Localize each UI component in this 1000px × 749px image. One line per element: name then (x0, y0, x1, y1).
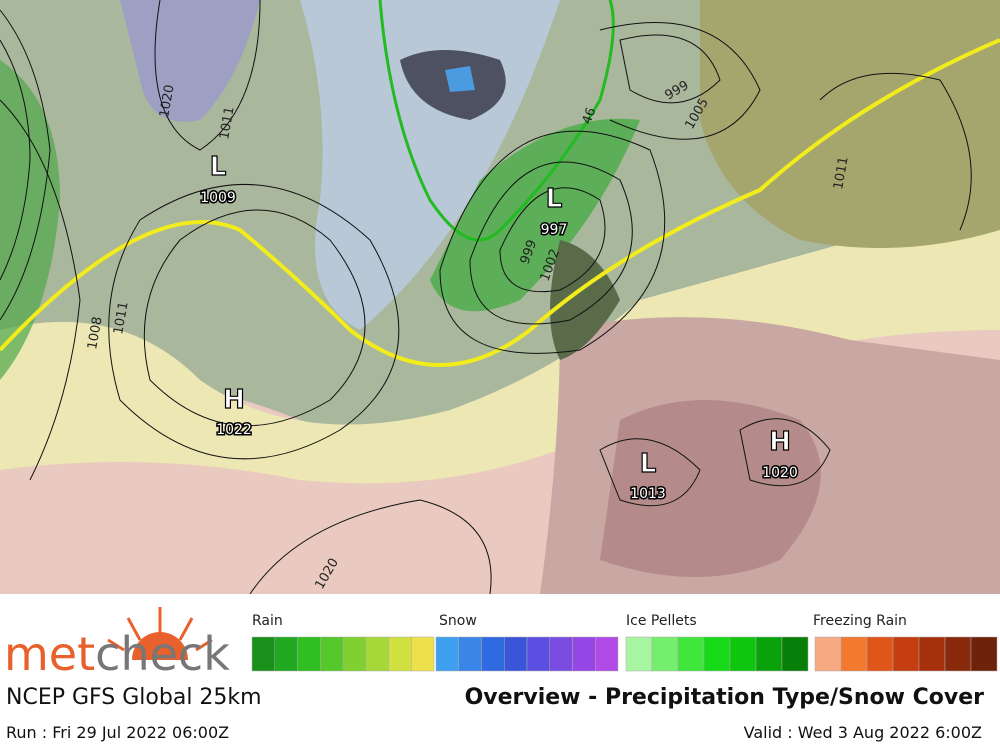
legend-label: Ice Pellets (626, 613, 697, 629)
legend-swatch (526, 636, 550, 672)
center-pressure: 1013 (630, 486, 666, 502)
isobar-label: 1011 (831, 155, 852, 190)
chart-title: Overview - Precipitation Type/Snow Cover (465, 685, 985, 710)
legend-swatch (435, 636, 459, 672)
legend-swatch (411, 636, 435, 672)
logo-part: met (4, 627, 95, 681)
center-pressure: 997 (541, 222, 568, 238)
legend-swatch (866, 636, 894, 672)
isobar-label: 1008 (85, 315, 106, 350)
center-symbol: H (769, 427, 791, 457)
run-time: Run : Fri 29 Jul 2022 06:00Z (6, 723, 229, 742)
legend-swatch (297, 636, 321, 672)
legend-swatch (549, 636, 573, 672)
legend-swatch (677, 636, 705, 672)
center-pressure: 1009 (200, 190, 236, 206)
legend-label: Snow (439, 613, 477, 629)
isobar-label: 1011 (111, 300, 132, 335)
legend-swatch (481, 636, 505, 672)
legend-swatch (595, 636, 619, 672)
legend-swatch (365, 636, 389, 672)
legend-swatch (342, 636, 366, 672)
center-symbol: H (223, 385, 245, 415)
legend-label: Freezing Rain (813, 613, 907, 629)
center-symbol: L (210, 152, 227, 182)
legend-swatch (625, 636, 653, 672)
legend-swatch (970, 636, 998, 672)
valid-time: Valid : Wed 3 Aug 2022 6:00Z (744, 723, 982, 742)
legend-swatch (918, 636, 946, 672)
legend-swatch (388, 636, 412, 672)
legend-swatch (572, 636, 596, 672)
center-pressure: 1020 (762, 465, 798, 481)
legend-swatch (320, 636, 344, 672)
logo: metcheck (4, 607, 230, 681)
legend-swatch (651, 636, 679, 672)
legend: Rain Snow Ice Pellets Freezing Rain (251, 613, 998, 672)
legend-swatch (729, 636, 757, 672)
legend-swatch (944, 636, 972, 672)
svg-text:metcheck: metcheck (4, 627, 230, 681)
legend-swatch (504, 636, 528, 672)
center-symbol: L (640, 449, 657, 479)
center-symbol: L (546, 184, 563, 214)
isobar-label: 1011 (217, 105, 238, 140)
isobar-label: 46 (580, 106, 600, 127)
legend-swatch (781, 636, 809, 672)
legend-swatch (892, 636, 920, 672)
legend-swatch (840, 636, 868, 672)
legend-label: Rain (252, 613, 283, 629)
legend-swatch (274, 636, 298, 672)
model-name: NCEP GFS Global 25km (6, 685, 262, 710)
pressure-centers: L 1009 L 997 H 1022 L 1013 H 1020 (199, 151, 800, 503)
isobar-label: 1020 (157, 83, 178, 118)
logo-part: check (95, 627, 230, 681)
legend-swatch (251, 636, 275, 672)
center-pressure: 1022 (216, 422, 252, 438)
legend-swatch (755, 636, 783, 672)
legend-swatch (458, 636, 482, 672)
legend-swatch (703, 636, 731, 672)
legend-swatch (814, 636, 842, 672)
map: L 1009 L 997 H 1022 L 1013 H 1020 1020 1… (0, 0, 1000, 594)
